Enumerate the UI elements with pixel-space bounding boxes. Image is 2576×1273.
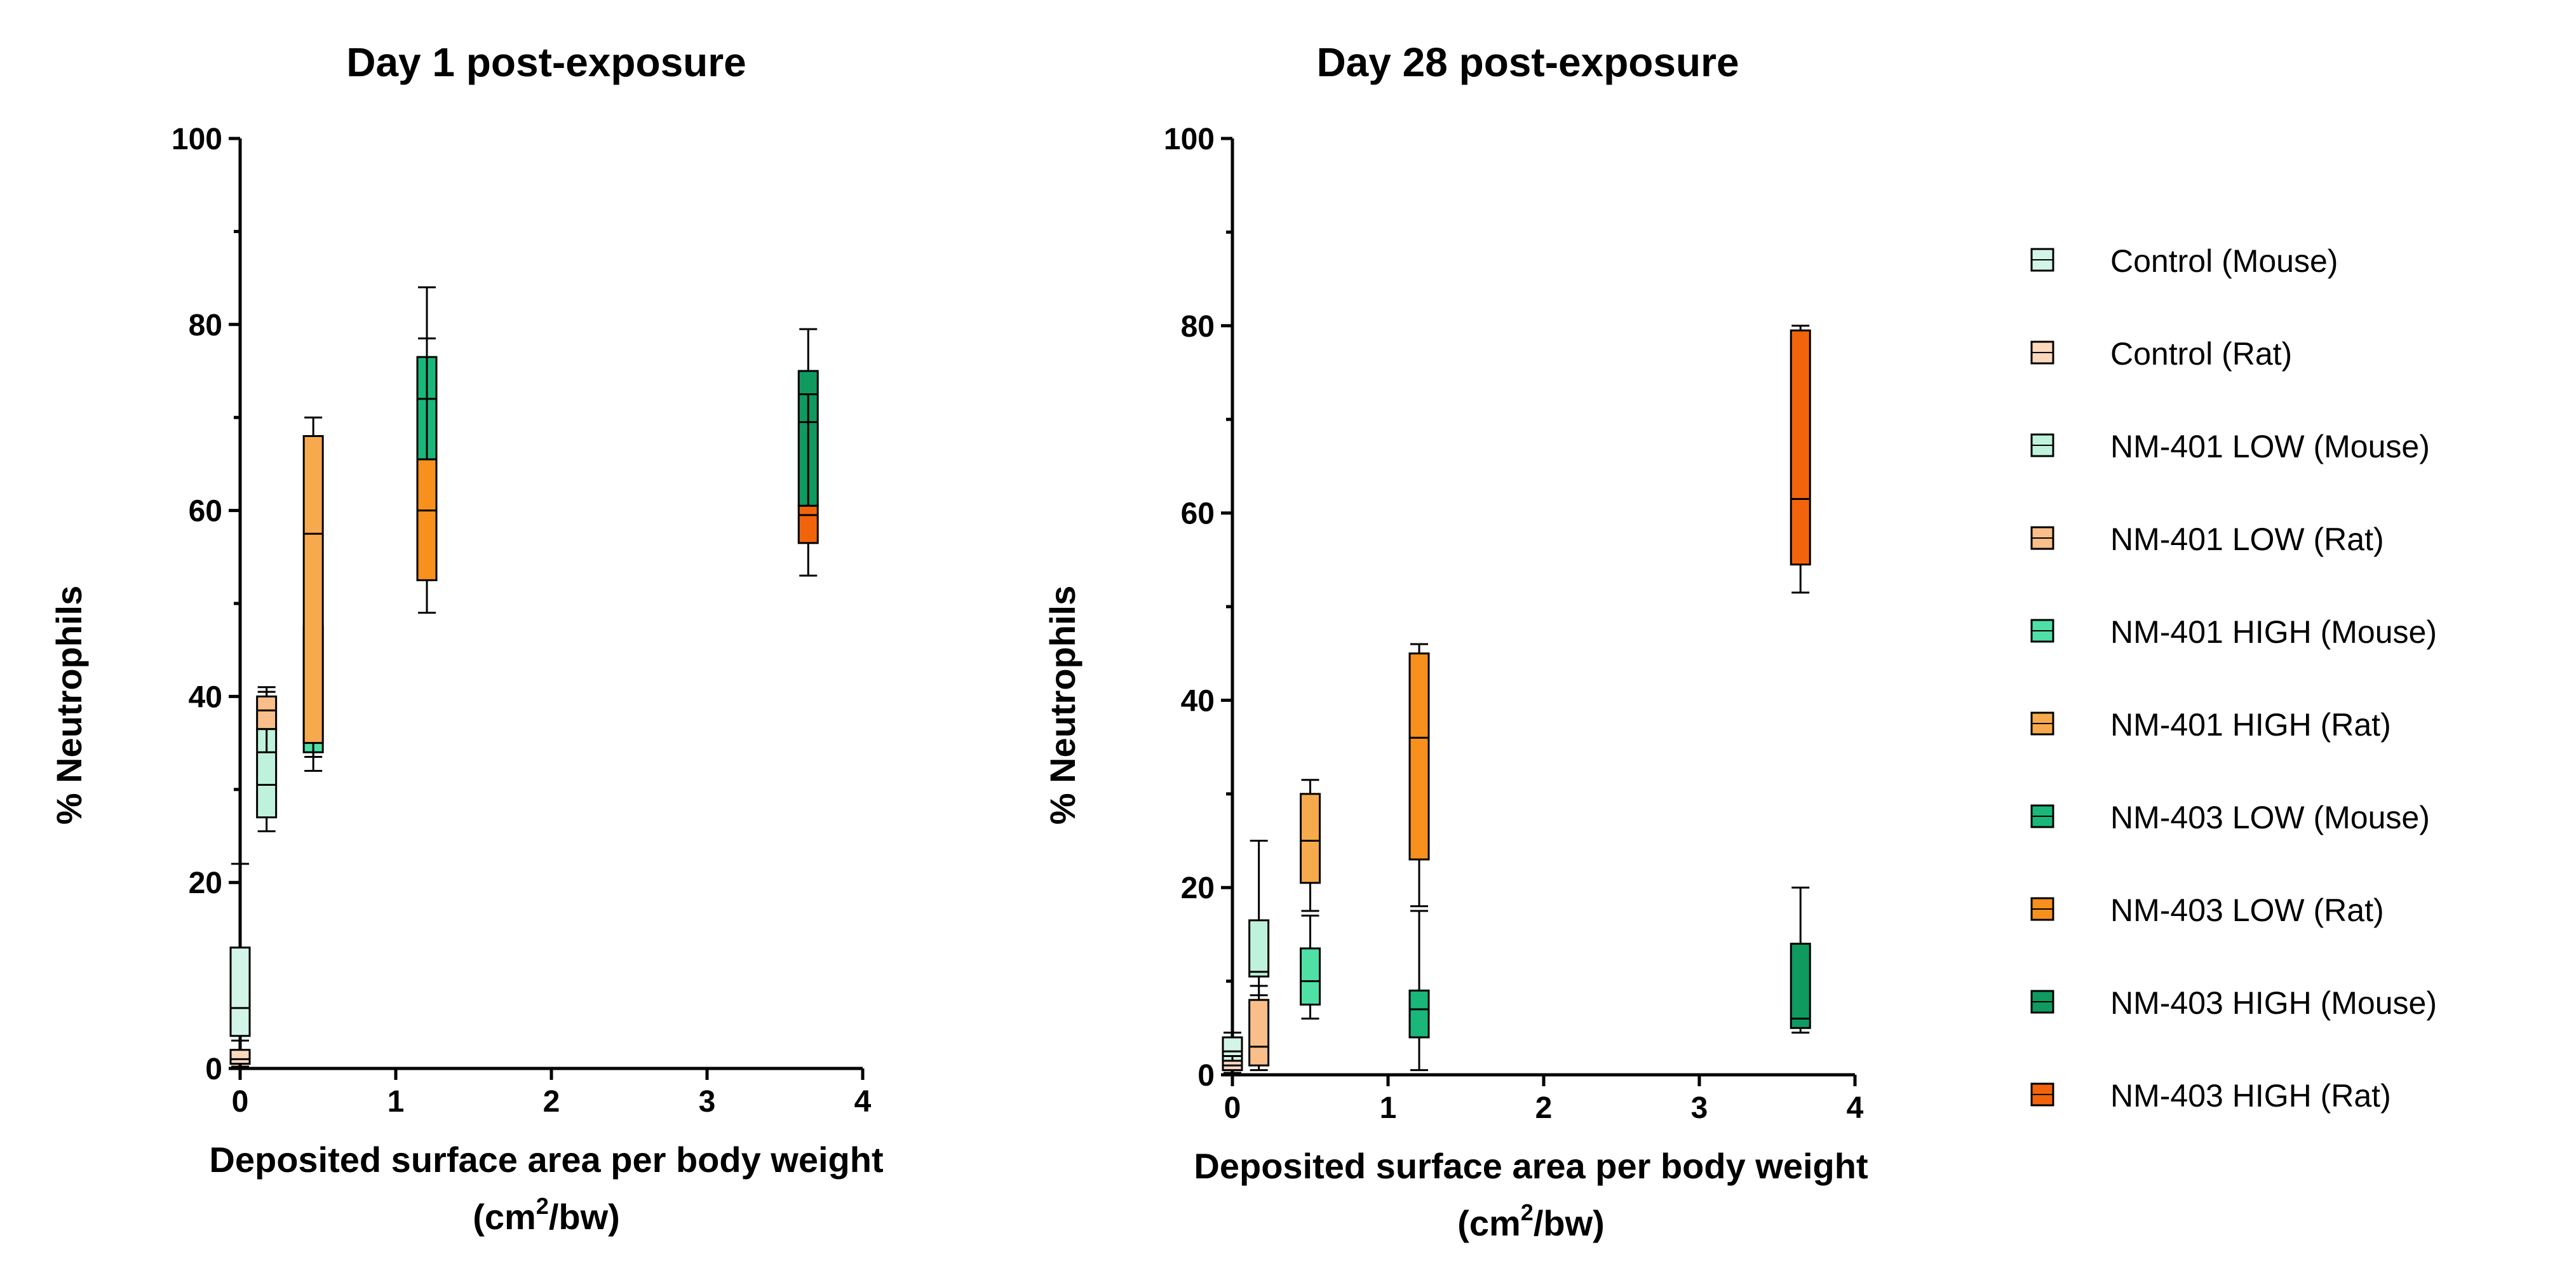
box-iqr — [1790, 943, 1811, 1029]
x-tick-label: 2 — [1535, 1091, 1553, 1125]
x-axis-unit-prefix: (cm — [473, 1197, 536, 1237]
x-axis-unit-suffix: /bw) — [549, 1197, 620, 1237]
box-iqr — [256, 695, 278, 731]
legend-label: NM-403 LOW (Rat) — [2110, 892, 2384, 928]
legend-label: NM-403 HIGH (Mouse) — [2110, 985, 2437, 1021]
legend-label: NM-401 HIGH (Rat) — [2110, 707, 2391, 743]
legend-item: NM-403 HIGH (Rat) — [2030, 1078, 2391, 1114]
box-iqr — [302, 434, 324, 744]
box-nm-401-high-mouse — [1300, 914, 1321, 1020]
x-tick-label: 1 — [388, 1085, 405, 1119]
legend-label: NM-403 HIGH (Rat) — [2110, 1078, 2391, 1114]
box-control-mouse — [229, 863, 251, 1065]
y-axis-label-day-1: % Neutrophils — [49, 586, 89, 825]
box-nm-401-low-rat — [1248, 985, 1270, 1072]
box-iqr — [1790, 329, 1811, 566]
y-tick-label: 0 — [205, 1053, 222, 1086]
x-tick-label: 3 — [699, 1085, 716, 1119]
box-iqr — [1300, 947, 1321, 1006]
box-iqr — [1248, 919, 1270, 978]
box-iqr — [229, 946, 251, 1037]
box-control-rat — [1222, 1055, 1243, 1074]
legend-item: NM-401 LOW (Rat) — [2030, 522, 2384, 557]
y-tick-label: 40 — [189, 680, 222, 714]
y-tick-label: 0 — [1197, 1059, 1215, 1093]
panel-day-1: Day 1 post-exposure % Neutrophils Deposi… — [49, 39, 884, 1237]
y-tick-label: 80 — [1181, 310, 1215, 344]
y-tick-label: 60 — [189, 495, 222, 529]
legend-item: NM-403 HIGH (Mouse) — [2030, 985, 2437, 1021]
x-tick-label: 2 — [543, 1085, 560, 1119]
x-tick-label: 3 — [1691, 1091, 1708, 1125]
x-axis-label-line2-day-1: (cm2/bw) — [473, 1193, 620, 1237]
y-tick-label: 100 — [172, 123, 222, 156]
legend-item: Control (Mouse) — [2030, 243, 2338, 279]
x-tick-label: 4 — [1847, 1091, 1864, 1125]
box-iqr — [229, 1049, 251, 1065]
y-tick-label: 100 — [1164, 123, 1215, 156]
box-iqr — [416, 458, 438, 581]
y-tick-label: 40 — [1181, 684, 1215, 718]
chart-title-day-1: Day 1 post-exposure — [346, 39, 746, 85]
box-nm-403-high-mouse — [1790, 886, 1811, 1034]
x-tick-label: 1 — [1380, 1091, 1397, 1125]
x-axis-unit-superscript: 2 — [536, 1193, 549, 1219]
box-nm-403-low-rat — [1408, 643, 1430, 908]
chart-title-day-28: Day 28 post-exposure — [1316, 39, 1739, 85]
legend-item: NM-403 LOW (Rat) — [2030, 892, 2384, 928]
x-axis-label-line1-day-28: Deposited surface area per body weight — [1194, 1146, 1868, 1186]
y-axis-label-day-28: % Neutrophils — [1042, 586, 1082, 825]
x-axis-unit-suffix: /bw) — [1534, 1203, 1605, 1243]
legend-label: NM-401 LOW (Rat) — [2110, 522, 2384, 557]
panel-day-28: Day 28 post-exposure % Neutrophils Depos… — [1042, 39, 1868, 1243]
box-nm-403-high-rat — [797, 393, 819, 577]
x-axis-unit-superscript: 2 — [1521, 1199, 1534, 1225]
legend-item: NM-401 LOW (Mouse) — [2030, 429, 2430, 464]
legend-label: NM-403 LOW (Mouse) — [2110, 800, 2430, 835]
legend-item: Control (Rat) — [2030, 336, 2292, 372]
legend-item: NM-401 HIGH (Rat) — [2030, 707, 2391, 743]
y-tick-label: 60 — [1181, 497, 1215, 531]
legend: Control (Mouse) Control (Rat) NM-401 LOW (… — [2030, 243, 2437, 1114]
y-tick-label: 80 — [189, 309, 222, 342]
box-iqr — [797, 504, 819, 544]
x-tick-label: 0 — [1224, 1091, 1241, 1125]
box-iqr — [1300, 793, 1321, 884]
x-tick-label: 4 — [854, 1085, 872, 1119]
box-nm-403-low-mouse — [1408, 910, 1430, 1072]
legend-label: NM-401 LOW (Mouse) — [2110, 429, 2430, 464]
y-tick-label: 20 — [1181, 872, 1215, 905]
box-nm-401-low-rat — [256, 686, 278, 753]
box-nm-401-high-rat — [1300, 779, 1321, 912]
box-nm-403-low-rat — [416, 286, 438, 614]
box-iqr — [1248, 999, 1270, 1067]
x-axis-label-line1-day-1: Deposited surface area per body weight — [209, 1140, 883, 1180]
legend-item: NM-403 LOW (Mouse) — [2030, 800, 2430, 835]
y-tick-label: 20 — [189, 866, 222, 900]
x-axis-label-line2-day-28: (cm2/bw) — [1457, 1199, 1605, 1243]
box-nm-401-high-rat — [302, 416, 324, 758]
legend-label: Control (Mouse) — [2110, 243, 2338, 279]
box-control-rat — [229, 1039, 251, 1068]
box-nm-403-high-rat — [1790, 325, 1811, 594]
legend-item: NM-401 HIGH (Mouse) — [2030, 614, 2437, 650]
x-axis-unit-prefix: (cm — [1457, 1203, 1521, 1243]
legend-label: NM-401 HIGH (Mouse) — [2110, 614, 2437, 650]
box-iqr — [1408, 989, 1430, 1039]
legend-label: Control (Rat) — [2110, 336, 2292, 372]
x-tick-label: 0 — [232, 1085, 249, 1119]
box-nm-401-low-mouse — [1248, 840, 1270, 997]
box-iqr — [1408, 652, 1430, 861]
